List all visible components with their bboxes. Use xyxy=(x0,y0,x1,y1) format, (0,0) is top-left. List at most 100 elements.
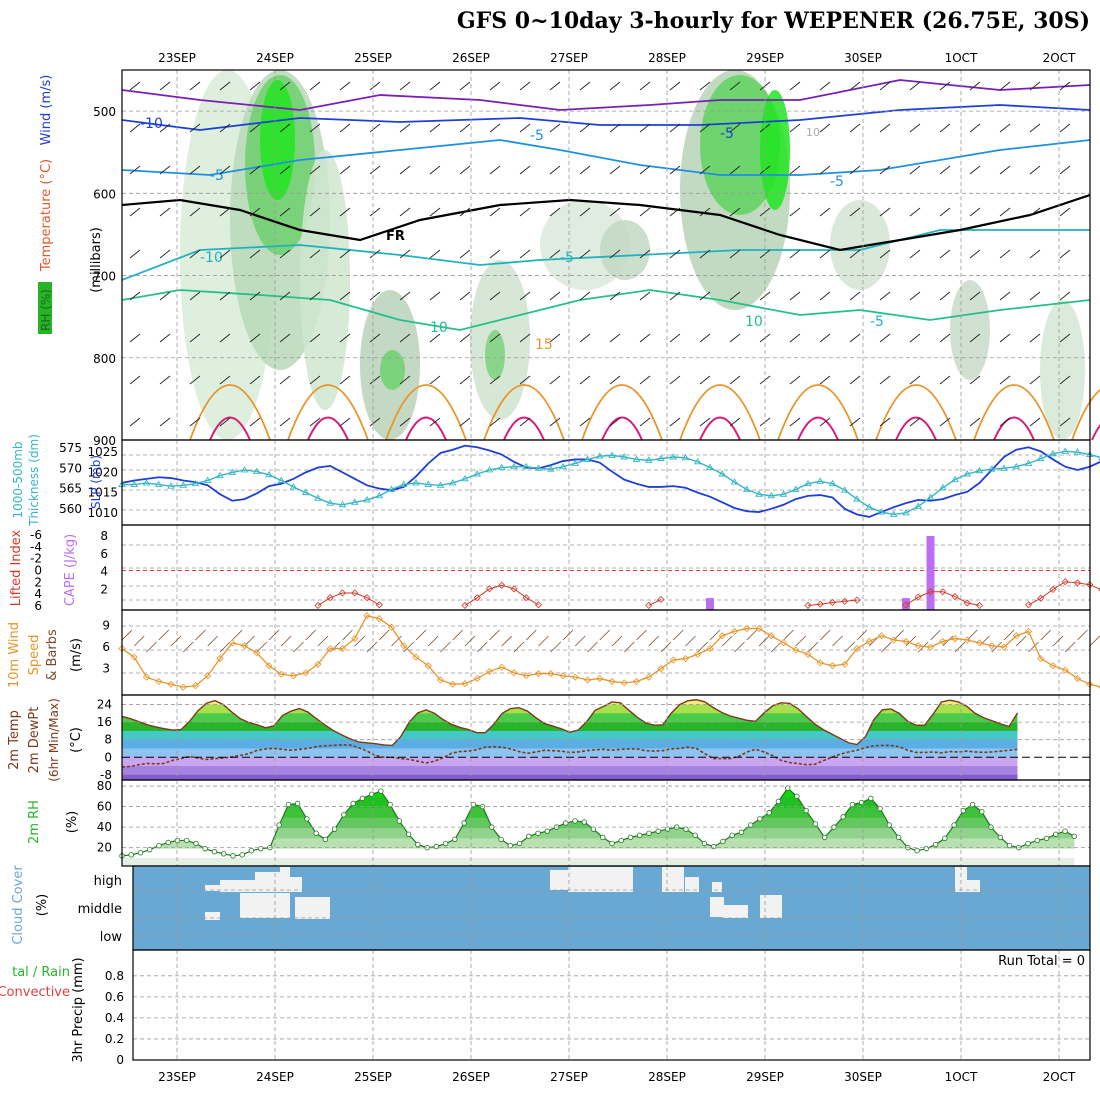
wind-barb xyxy=(440,641,451,653)
cloud-cell xyxy=(710,897,724,917)
upper-wind-barb xyxy=(339,249,351,259)
upper-wind-barb xyxy=(789,249,801,259)
wind-barb xyxy=(636,629,647,641)
rh-marker xyxy=(997,834,1004,841)
slp-line xyxy=(121,444,1100,518)
upper-wind-barb xyxy=(789,291,801,301)
rh-y-tick: 40 xyxy=(97,820,112,834)
date-bottom: 24SEP xyxy=(256,1070,294,1084)
wind-barb xyxy=(378,629,390,641)
rh-marker xyxy=(895,834,902,841)
upper-wind-barb xyxy=(1059,81,1071,91)
wind-speed-marker xyxy=(988,642,996,650)
temp-contour-m10 xyxy=(121,104,1091,131)
upper-wind-barb xyxy=(489,333,501,343)
wind-barb xyxy=(599,629,611,641)
cloud-cell xyxy=(295,897,330,919)
upper-wind-barb xyxy=(549,291,561,301)
cape-y-tick: 2 xyxy=(100,582,108,596)
thickness-marker xyxy=(718,470,727,477)
wind-speed-marker xyxy=(792,646,800,654)
thickness-marker xyxy=(191,479,200,487)
wind-speed-marker xyxy=(449,680,457,688)
upper-wind-barb xyxy=(939,333,951,343)
upper-wind-barb xyxy=(1059,123,1071,133)
upper-wind-barb xyxy=(609,207,621,217)
temp-contour-15 xyxy=(679,384,761,441)
upper-wind-barb xyxy=(399,291,411,301)
rh-y-tick: 60 xyxy=(97,800,112,814)
lifted-y-tick: 4 xyxy=(34,587,42,601)
lifted-index-line xyxy=(464,584,539,606)
upper-wind-barb xyxy=(579,123,591,133)
thickness-marker xyxy=(840,486,849,493)
date-top: 26SEP xyxy=(452,51,490,65)
upper-wind-barb xyxy=(849,333,861,343)
upper-wind-barb xyxy=(819,417,831,427)
upper-wind-barb xyxy=(969,81,981,91)
rh-marker xyxy=(1053,831,1059,837)
temp-contour-label: 15 xyxy=(535,337,553,353)
upper-wind-barb xyxy=(849,249,861,259)
wind-speed-marker xyxy=(1012,632,1020,640)
upper-wind-barb xyxy=(279,291,291,301)
wind-speed-marker xyxy=(363,612,371,620)
thickness-marker xyxy=(130,480,139,487)
wind-axis-label: Wind (m/s) xyxy=(39,75,54,146)
thickness-marker xyxy=(448,479,457,486)
rh-band xyxy=(122,837,1075,849)
precip-y-tick: 0.8 xyxy=(105,969,124,983)
upper-wind-barb xyxy=(879,333,891,343)
upper-wind-barb xyxy=(939,417,951,427)
lifted-index-marker xyxy=(1049,585,1057,593)
rh-marker xyxy=(156,842,162,849)
wind-barb xyxy=(574,635,586,647)
cloud-cell xyxy=(722,905,748,918)
upper-wind-barb xyxy=(369,249,381,259)
upper-air-plot: -10 -5 -5 -5 -5 -10 -5 -5 10 10 15 FR 10 xyxy=(121,70,1100,441)
thickness-marker xyxy=(522,462,531,470)
wind-speed-marker xyxy=(841,660,849,668)
upper-wind-barb xyxy=(129,123,141,133)
date-top: 28SEP xyxy=(648,51,686,65)
upper-wind-barb xyxy=(399,375,411,385)
upper-wind-barb xyxy=(339,207,351,217)
lifted-index-marker xyxy=(1086,581,1094,589)
wind-speed-marker xyxy=(975,639,984,647)
precip-y-tick: 0.2 xyxy=(105,1032,124,1046)
wind-speed-marker xyxy=(1024,627,1033,635)
rh-shading xyxy=(700,75,780,215)
rh-marker xyxy=(932,841,939,848)
cape-y-tick: 8 xyxy=(100,529,108,543)
upper-wind-barb xyxy=(189,333,201,343)
upper-wind-barb xyxy=(249,375,261,385)
rh-marker xyxy=(184,837,190,844)
minmax-axis-label: (6hr Min/Max) xyxy=(47,698,61,782)
date-top: 2OCT xyxy=(1043,51,1076,65)
lifted-index-marker xyxy=(939,588,947,596)
thickness-marker xyxy=(632,455,641,462)
wind-speed-marker xyxy=(914,642,922,650)
wind-barb xyxy=(991,641,1003,653)
upper-wind-barb xyxy=(849,375,861,385)
rh-marker xyxy=(960,807,967,814)
rh-marker xyxy=(1025,840,1031,847)
lifted-index-marker xyxy=(645,601,653,609)
upper-wind-barb xyxy=(279,333,291,343)
thickness-marker xyxy=(889,510,898,517)
thickness-marker xyxy=(301,488,310,496)
upper-wind-barb xyxy=(609,123,621,133)
upper-wind-barb xyxy=(429,123,441,133)
upper-wind-barb xyxy=(879,375,891,385)
thickness-marker xyxy=(265,470,273,478)
cloud-cell xyxy=(205,885,220,891)
upper-wind-barb xyxy=(189,123,201,133)
lifted-index-marker xyxy=(951,592,959,601)
rh-marker xyxy=(609,840,615,847)
wind-speed-marker xyxy=(424,662,432,670)
temp-contour-20 xyxy=(699,416,741,441)
cloud-cell xyxy=(712,882,722,892)
thickness-y-tick: 570 xyxy=(59,461,82,475)
upper-wind-barb xyxy=(999,291,1011,301)
date-bottom: 1OCT xyxy=(945,1070,978,1084)
